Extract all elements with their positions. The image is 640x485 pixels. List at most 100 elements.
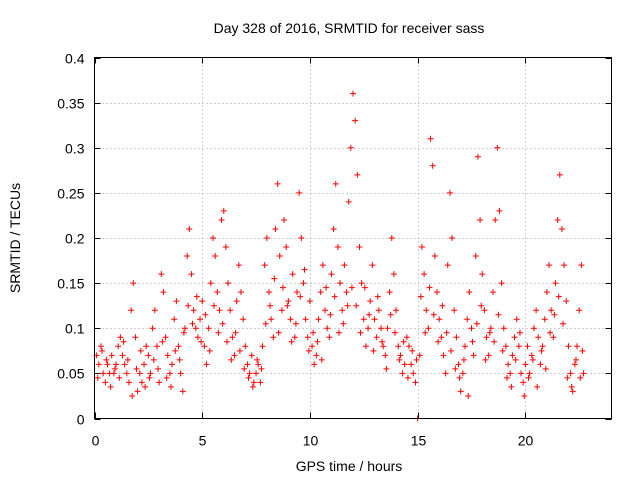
data-point	[436, 316, 443, 323]
data-point	[287, 316, 294, 323]
data-point	[166, 370, 173, 377]
data-point	[250, 379, 257, 386]
data-point	[574, 343, 581, 350]
data-point	[550, 334, 557, 341]
data-point	[541, 316, 548, 323]
data-point	[120, 338, 127, 345]
data-point	[240, 316, 247, 323]
data-point	[167, 383, 174, 390]
data-point	[119, 352, 126, 359]
data-point	[284, 302, 291, 309]
data-point	[444, 262, 451, 269]
data-point	[172, 347, 179, 354]
data-point	[176, 356, 183, 363]
data-point	[207, 280, 214, 287]
data-point	[512, 356, 519, 363]
data-point	[403, 334, 410, 341]
data-point	[147, 370, 154, 377]
data-point	[412, 379, 419, 386]
data-point	[129, 392, 136, 399]
data-point	[455, 361, 462, 368]
data-point	[393, 307, 400, 314]
data-point	[561, 262, 568, 269]
data-point	[481, 307, 488, 314]
data-point	[435, 338, 442, 345]
data-point	[457, 388, 464, 395]
grid-lines	[94, 57, 612, 419]
data-point	[357, 329, 364, 336]
data-point	[524, 343, 531, 350]
data-point	[155, 365, 162, 372]
data-point	[171, 316, 178, 323]
data-point	[218, 216, 225, 223]
data-point	[201, 343, 208, 350]
data-point	[212, 253, 219, 260]
data-point	[409, 347, 416, 354]
data-point	[211, 302, 218, 309]
data-point	[448, 347, 455, 354]
data-point	[565, 343, 572, 350]
data-point	[578, 262, 585, 269]
data-point	[185, 302, 192, 309]
data-point	[214, 289, 221, 296]
data-point	[460, 356, 467, 363]
data-point	[422, 329, 429, 336]
data-point	[406, 343, 413, 350]
data-point	[466, 289, 473, 296]
data-point	[181, 325, 188, 332]
data-point	[331, 293, 338, 300]
data-point	[138, 379, 145, 386]
data-point	[270, 334, 277, 341]
data-point	[504, 374, 511, 381]
data-point	[94, 374, 101, 381]
data-point	[340, 320, 347, 327]
data-point	[319, 262, 326, 269]
data-point	[298, 235, 305, 241]
data-point	[153, 343, 160, 350]
data-point	[327, 311, 334, 318]
data-point	[464, 316, 471, 323]
data-point	[400, 338, 407, 345]
data-point	[304, 334, 311, 341]
data-point	[387, 311, 394, 318]
data-point	[141, 361, 148, 368]
data-point	[366, 311, 373, 318]
data-point	[525, 374, 532, 381]
data-point	[439, 302, 446, 309]
data-point	[274, 180, 281, 187]
data-point	[227, 307, 234, 314]
data-point	[500, 325, 507, 332]
y-tick-label: 0	[77, 412, 85, 428]
data-point	[511, 334, 518, 341]
data-point	[410, 370, 417, 377]
x-axis-title: GPS time / hours	[296, 458, 403, 474]
data-point	[548, 307, 555, 314]
data-point	[347, 144, 354, 151]
data-point	[465, 392, 472, 399]
data-point	[469, 338, 476, 345]
x-tick-label: 15	[411, 433, 427, 449]
data-point	[423, 307, 430, 314]
data-point	[225, 280, 232, 287]
data-point	[261, 262, 268, 269]
data-point	[390, 271, 397, 278]
chart-title: Day 328 of 2016, SRMTID for receiver sas…	[214, 20, 485, 36]
data-point	[529, 356, 536, 363]
data-point	[306, 298, 313, 305]
data-point	[452, 365, 459, 372]
data-point	[386, 289, 393, 296]
data-point	[486, 329, 493, 336]
data-point	[569, 388, 576, 395]
data-point	[164, 352, 171, 359]
data-point	[311, 361, 318, 368]
data-point	[427, 135, 434, 142]
data-point	[337, 280, 344, 287]
data-point	[535, 334, 542, 341]
data-point	[556, 171, 563, 178]
data-point	[150, 356, 157, 363]
data-point	[361, 284, 368, 291]
data-point	[130, 280, 137, 287]
data-point	[228, 356, 235, 363]
data-point	[491, 338, 498, 345]
data-point	[442, 370, 449, 377]
